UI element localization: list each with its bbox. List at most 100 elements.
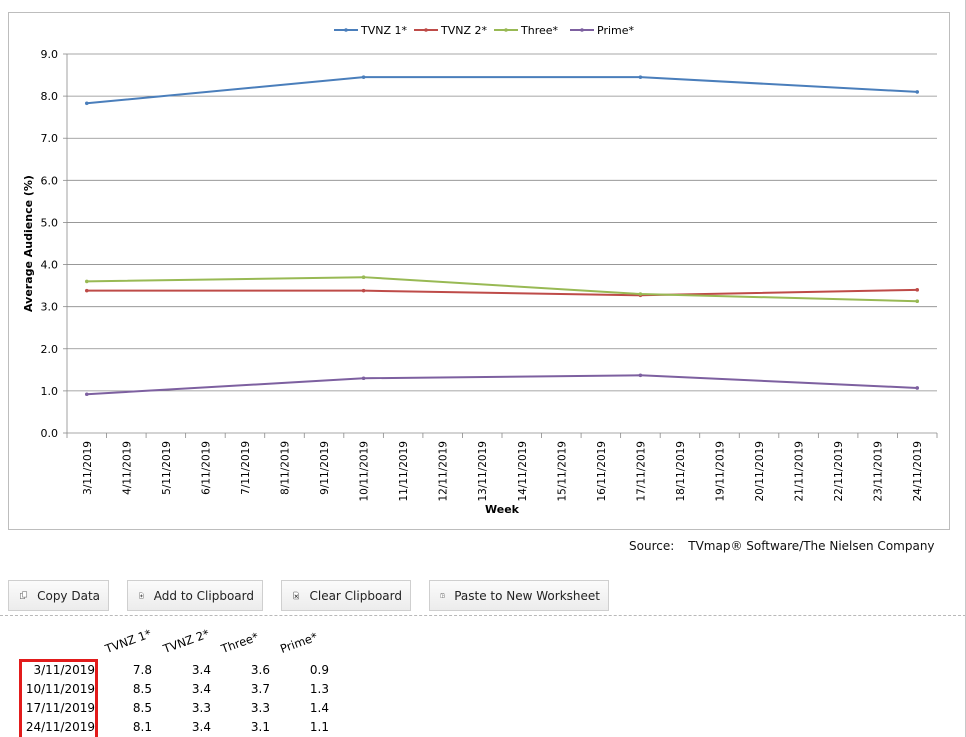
- cell-tvnz1: 8.1: [132, 720, 152, 734]
- x-tick-label: 6/11/2019: [200, 441, 212, 495]
- cell-three: 3.1: [250, 720, 270, 734]
- cell-tvnz2: 3.4: [191, 720, 211, 734]
- column-header-three: Three*: [219, 629, 261, 656]
- row-date: 10/11/2019: [25, 682, 95, 696]
- legend-marker: [504, 28, 508, 32]
- paste-to-new-worksheet-button[interactable]: Paste to New Worksheet: [429, 580, 609, 611]
- series-line: [86, 288, 918, 297]
- x-tick-label: 24/11/2019: [912, 441, 924, 502]
- data-point: [915, 386, 920, 390]
- copy-data-button[interactable]: Copy Data: [8, 580, 109, 611]
- data-point: [915, 299, 920, 303]
- cell-prime: 1.4: [309, 701, 329, 715]
- x-tick-label: 15/11/2019: [556, 441, 568, 502]
- x-tick-label: 18/11/2019: [675, 441, 687, 502]
- y-tick-label: 9.0: [41, 48, 59, 61]
- cell-prime: 1.3: [309, 682, 329, 696]
- x-tick-label: 10/11/2019: [359, 441, 371, 502]
- clear-clipboard-label: Clear Clipboard: [309, 588, 402, 603]
- data-point: [361, 275, 366, 279]
- line-chart: 0.0 1.0 2.0 3.0 4.0 5.0 6.0 7.0 8.0 9.0 3/11/2019 4…: [22, 24, 938, 516]
- column-header-prime: Prime*: [278, 629, 320, 656]
- paste-to-new-worksheet-label: Paste to New Worksheet: [454, 588, 600, 603]
- data-point: [638, 292, 643, 296]
- data-point: [84, 392, 89, 397]
- x-tick-label: 5/11/2019: [161, 441, 173, 495]
- x-tick-label: 14/11/2019: [517, 441, 529, 502]
- row-date: 3/11/2019: [33, 663, 95, 677]
- x-tick-label: 17/11/2019: [635, 441, 647, 502]
- x-tick-label: 16/11/2019: [596, 441, 608, 502]
- cell-prime: 0.9: [309, 663, 329, 677]
- data-point: [361, 376, 366, 381]
- y-tick-label: 3.0: [41, 301, 59, 314]
- y-tick-label: 8.0: [41, 90, 59, 103]
- y-tick-label: 6.0: [41, 174, 59, 187]
- y-tick-label: 7.0: [41, 132, 59, 145]
- legend-marker: [580, 28, 584, 32]
- column-header-tvnz2: TVNZ 2*: [161, 626, 212, 656]
- data-point: [361, 75, 366, 79]
- legend-entry: TVNZ 1*: [360, 24, 408, 37]
- data-point: [84, 288, 89, 293]
- source-label: Source:: [629, 539, 675, 553]
- cell-tvnz1: 8.5: [132, 682, 152, 696]
- legend-entry: Three*: [520, 24, 559, 37]
- row-date: 24/11/2019: [25, 720, 95, 734]
- cell-three: 3.3: [250, 701, 270, 715]
- x-tick-label: 19/11/2019: [715, 441, 727, 502]
- y-tick-label: 0.0: [41, 427, 59, 440]
- data-point: [638, 75, 643, 79]
- add-document-icon: [139, 592, 144, 599]
- cell-tvnz2: 3.4: [191, 682, 211, 696]
- add-to-clipboard-button[interactable]: Add to Clipboard: [127, 580, 263, 611]
- x-tick-label: 8/11/2019: [280, 441, 292, 495]
- legend-marker: [344, 28, 348, 32]
- clear-clipboard-button[interactable]: Clear Clipboard: [281, 580, 411, 611]
- cell-three: 3.7: [250, 682, 270, 696]
- chart-frame: 0.0 1.0 2.0 3.0 4.0 5.0 6.0 7.0 8.0 9.0 3/11/2019 4…: [8, 12, 950, 530]
- x-tick-label: 22/11/2019: [833, 441, 845, 502]
- x-tick-label: 20/11/2019: [754, 441, 766, 502]
- cell-prime: 1.1: [309, 720, 329, 734]
- y-tick-label: 2.0: [41, 343, 59, 356]
- source-text: TVmap® Software/The Nielsen Company: [688, 539, 935, 553]
- x-tick-label: 12/11/2019: [438, 441, 450, 502]
- y-tick-label: 4.0: [41, 259, 59, 272]
- clear-document-icon: [293, 591, 299, 600]
- date-column-highlight: [19, 659, 98, 737]
- series-line: [86, 374, 918, 396]
- copy-icon: [20, 591, 28, 599]
- y-axis-title: Average Audience (%): [22, 175, 35, 312]
- legend-entry: Prime*: [597, 24, 635, 37]
- y-tick-label: 1.0: [41, 385, 59, 398]
- cell-three: 3.6: [250, 663, 270, 677]
- x-axis-title: Week: [485, 503, 520, 516]
- series-line: [86, 76, 918, 105]
- cell-tvnz2: 3.3: [191, 701, 211, 715]
- cell-tvnz1: 8.5: [132, 701, 152, 715]
- x-tick-label: 7/11/2019: [240, 441, 252, 495]
- data-point: [915, 288, 920, 292]
- series-line: [86, 276, 918, 303]
- legend-entry: TVNZ 2*: [440, 24, 488, 37]
- y-tick-label: 5.0: [41, 216, 59, 229]
- data-point: [84, 279, 89, 284]
- source-note: Source: TVmap® Software/The Nielsen Compa…: [629, 539, 935, 553]
- x-tick-label: 11/11/2019: [398, 441, 410, 502]
- x-tick-label: 21/11/2019: [794, 441, 806, 502]
- row-date: 17/11/2019: [25, 701, 95, 715]
- cell-tvnz1: 7.8: [132, 663, 152, 677]
- x-tick-label: 13/11/2019: [477, 441, 489, 502]
- data-point: [361, 288, 366, 293]
- column-header-tvnz1: TVNZ 1*: [103, 626, 154, 656]
- paste-clipboard-icon: [440, 593, 445, 598]
- data-point: [84, 101, 89, 106]
- section-divider: [0, 615, 966, 616]
- data-point: [915, 90, 920, 94]
- x-tick-label: 9/11/2019: [319, 441, 331, 495]
- cell-tvnz2: 3.4: [191, 663, 211, 677]
- copy-data-label: Copy Data: [37, 588, 100, 603]
- add-to-clipboard-label: Add to Clipboard: [153, 588, 254, 603]
- data-point: [638, 373, 643, 378]
